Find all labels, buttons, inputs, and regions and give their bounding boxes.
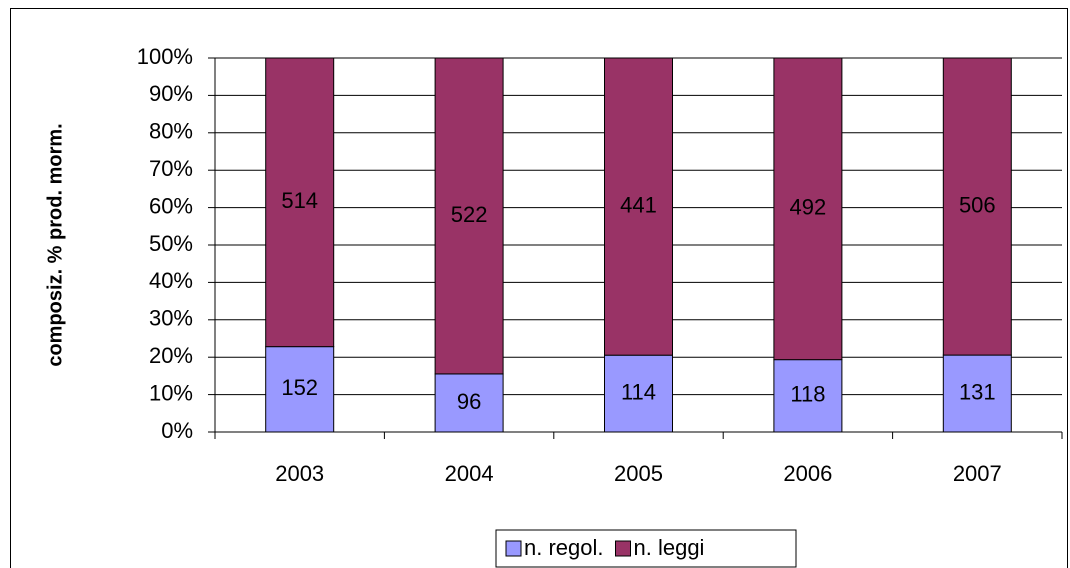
- y-tick-label: 60%: [149, 193, 193, 218]
- data-label: 114: [621, 379, 656, 404]
- bar-segment: [942, 57, 1012, 356]
- chart-frame: [10, 8, 1068, 568]
- y-tick-label: 20%: [149, 343, 193, 368]
- legend-label: n. leggi: [634, 535, 705, 560]
- y-tick-label: 30%: [149, 306, 193, 331]
- bar-segment: [434, 373, 504, 433]
- bar-segment: [604, 354, 673, 433]
- y-tick-label: 90%: [149, 81, 193, 106]
- y-tick-label: 10%: [149, 380, 193, 405]
- data-label: 118: [790, 382, 825, 407]
- legend-swatch: [615, 540, 631, 557]
- y-axis-label: composiz. % prod. morm.: [44, 123, 66, 366]
- x-tick-label: 2003: [275, 461, 324, 486]
- data-label: 492: [790, 195, 827, 220]
- y-tick-label: 100%: [137, 44, 193, 69]
- bar-segment: [604, 57, 673, 356]
- x-tick-label: 2004: [445, 461, 494, 486]
- x-tick-label: 2007: [953, 461, 1002, 486]
- bar-segment: [265, 346, 335, 433]
- data-label: 441: [620, 192, 657, 217]
- data-label: 131: [959, 379, 996, 404]
- y-tick-label: 70%: [149, 156, 193, 181]
- legend-swatch: [505, 540, 522, 557]
- bar-segment: [773, 57, 843, 361]
- bar-segment: [942, 354, 1012, 433]
- data-label: 522: [451, 202, 488, 227]
- bar-segment: [434, 57, 504, 375]
- x-tick-label: 2006: [783, 461, 832, 486]
- y-tick-label: 50%: [149, 231, 193, 256]
- y-tick-label: 80%: [149, 119, 193, 144]
- y-tick-label: 40%: [149, 268, 193, 293]
- x-tick-label: 2005: [614, 461, 663, 486]
- data-label: 96: [457, 389, 481, 414]
- data-label: 506: [959, 192, 996, 217]
- bar-segment: [265, 57, 335, 348]
- y-tick-label: 0%: [161, 418, 193, 443]
- data-label: 514: [281, 188, 318, 213]
- legend-box: [495, 529, 797, 568]
- data-label: 152: [281, 375, 318, 400]
- legend-label: n. regol.: [524, 535, 604, 560]
